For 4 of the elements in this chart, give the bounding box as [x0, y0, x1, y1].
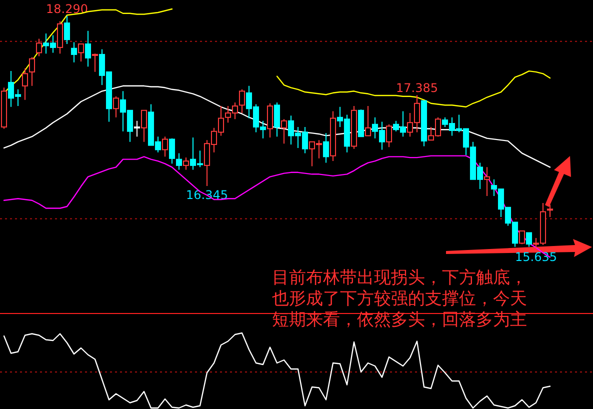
annotation: 15.635 [515, 250, 557, 264]
text: 目前布林带出现拐头，下方触底，也形成了下方较强的支撑位，今天短期来看，依然多头，回落多为主 [272, 268, 527, 331]
annotation: 17.385 [396, 81, 438, 96]
annotation: 18.290 [46, 2, 88, 16]
